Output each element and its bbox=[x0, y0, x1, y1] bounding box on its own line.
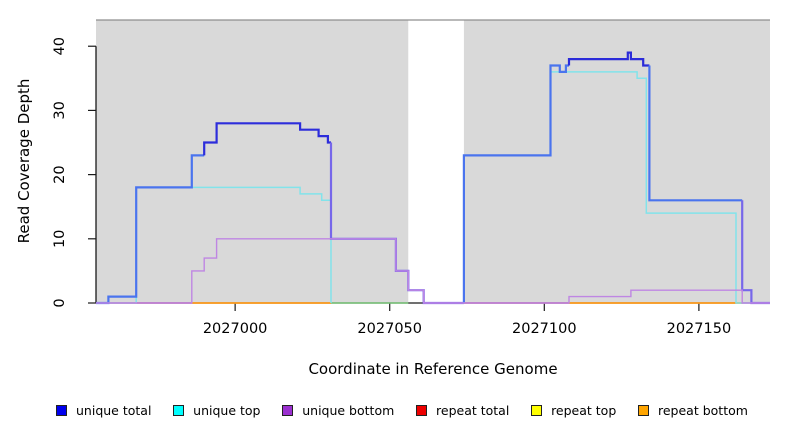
x-tick-label: 2027150 bbox=[667, 321, 732, 337]
series-unique-total bbox=[648, 65, 743, 202]
legend-swatch-repeat-total bbox=[416, 404, 428, 416]
legend-swatch-unique-bottom bbox=[282, 404, 294, 416]
legend-swatch-unique-top bbox=[173, 404, 185, 416]
y-tick-label: 10 bbox=[52, 230, 68, 248]
y-tick-label: 20 bbox=[52, 165, 68, 183]
legend-label: repeat bottom bbox=[658, 402, 748, 418]
x-tick-label: 2027050 bbox=[357, 321, 422, 337]
series-unique-total bbox=[96, 154, 205, 305]
series-unique-bottom bbox=[96, 238, 770, 304]
x-tick-label: 2027000 bbox=[203, 321, 268, 337]
legend-label: unique top bbox=[193, 402, 261, 418]
y-tick-label: 0 bbox=[52, 298, 68, 307]
coverage-plot: 2027000 2027050 2027100 2027150 0 10 20 30 40 bbox=[52, 19, 770, 337]
y-tick-label: 40 bbox=[52, 37, 68, 55]
legend-item-unique-bottom: unique bottom bbox=[282, 403, 394, 418]
series-unique-total bbox=[462, 64, 569, 303]
series-unique-total bbox=[567, 51, 650, 67]
legend-item-unique-total: unique total bbox=[56, 403, 151, 418]
legend-label: unique total bbox=[76, 402, 152, 418]
legend-item-repeat-total: repeat total bbox=[416, 403, 509, 418]
legend-label: repeat total bbox=[436, 402, 510, 418]
x-axis-title: Coordinate in Reference Genome bbox=[308, 360, 558, 378]
legend-item-repeat-top: repeat top bbox=[531, 403, 616, 418]
legend-swatch-repeat-top bbox=[531, 404, 543, 416]
legend-item-unique-top: unique top bbox=[173, 403, 260, 418]
legend-swatch-repeat-bottom bbox=[638, 404, 649, 416]
legend: unique total unique top unique bottom repea… bbox=[0, 398, 792, 422]
legend-swatch-unique-total bbox=[56, 404, 67, 416]
legend-item-repeat-bottom: repeat bottom bbox=[638, 403, 748, 418]
series-unique-total bbox=[203, 122, 331, 156]
y-tick-label: 30 bbox=[52, 101, 68, 119]
legend-label: unique bottom bbox=[302, 402, 395, 418]
no-data-gap bbox=[408, 20, 464, 303]
y-axis-title: Read Coverage Depth bbox=[15, 78, 33, 244]
x-tick-label: 2027100 bbox=[512, 321, 577, 337]
legend-label: repeat top bbox=[551, 402, 617, 418]
